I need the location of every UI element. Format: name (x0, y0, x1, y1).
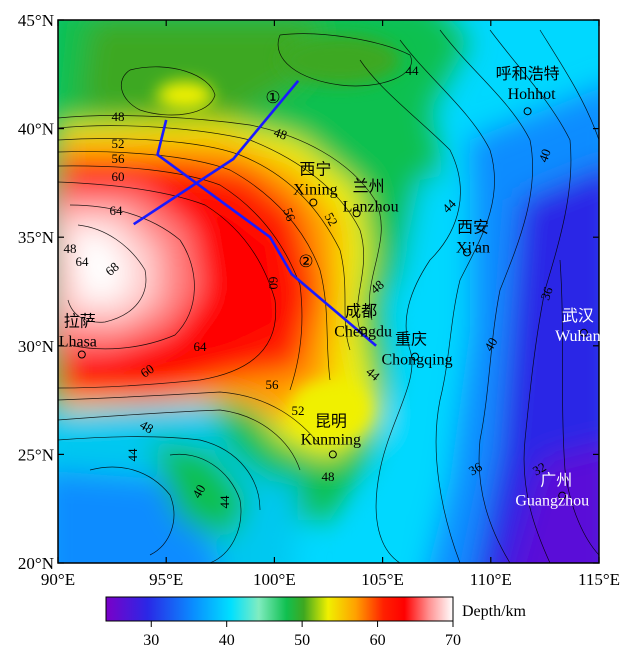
city-dot (558, 491, 567, 500)
city-name-cn: 西宁 (299, 159, 331, 178)
city-name-cn: 西安 (457, 217, 489, 236)
contour-label: 32 (530, 459, 549, 478)
contour-label: 60 (112, 169, 125, 184)
contour-label: 44 (125, 448, 140, 462)
city-name-en: Guangzhou (515, 493, 589, 510)
contour-label: 52 (112, 136, 125, 151)
contour-label: 36 (537, 284, 556, 302)
x-tick-label: 90°E (41, 570, 75, 589)
city-name-cn: 兰州 (353, 176, 385, 195)
city-name-cn: 重庆 (395, 330, 427, 349)
colorbar-tick-label: 30 (143, 632, 159, 649)
colorbar-tick-label: 70 (445, 632, 461, 649)
contour-label: 48 (112, 109, 125, 124)
contour-label: 40 (481, 335, 500, 354)
city-name-en: Chongqing (381, 352, 452, 369)
colorbar: 30 40 50 60 70 Depth/km (105, 596, 527, 649)
contour-label: 64 (194, 339, 208, 354)
depth-field (58, 20, 599, 563)
contour-label: 40 (535, 147, 554, 164)
x-tick-label: 105°E (361, 570, 404, 589)
city-name-en: Lhasa (59, 333, 97, 350)
profile-number: ② (298, 252, 313, 272)
contour-label: 44 (217, 495, 232, 509)
city-name-en: Kunming (301, 431, 361, 448)
y-tick-label: 40°N (18, 120, 54, 139)
colorbar-tick-label: 40 (219, 632, 235, 649)
contour-label: 44 (406, 63, 420, 78)
y-tick-label: 45°N (18, 11, 54, 30)
city-name-en: Chengdu (334, 324, 392, 341)
contour-label: 40 (189, 482, 208, 501)
city-name-en: Xining (293, 181, 337, 198)
contour-label: 64 (110, 203, 124, 218)
city-dot (77, 350, 86, 359)
city-dot (411, 352, 420, 361)
x-tick-label: 115°E (578, 570, 620, 589)
contour-label: 60 (266, 277, 281, 290)
city-name-cn: 呼和浩特 (496, 64, 560, 83)
x-tick-label: 110°E (470, 570, 512, 589)
city-dot (523, 107, 532, 116)
x-tick-label: 95°E (149, 570, 183, 589)
city-name-en: Xi'an (456, 239, 490, 256)
contour-label: 48 (137, 417, 156, 436)
city-name-en: Wuhan (555, 328, 601, 345)
field-blobs (58, 20, 599, 563)
y-tick-label: 30°N (18, 337, 54, 356)
map-frame (57, 19, 600, 564)
x-tick-label: 100°E (253, 570, 296, 589)
y-tick-label: 20°N (18, 554, 54, 573)
contour-label: 52 (322, 210, 341, 229)
city-dot (462, 248, 471, 257)
contour-label: 48 (322, 469, 335, 484)
contour-label: 56 (266, 377, 280, 392)
city-dot (328, 450, 337, 459)
colorbar-ticks: 30 40 50 60 70 (143, 621, 461, 649)
y-tick-label: 35°N (18, 228, 54, 247)
city-name-cn: 昆明 (315, 411, 347, 430)
contour-label: 52 (292, 403, 305, 418)
city-name-en: Hohhot (508, 86, 557, 103)
contour-label: 56 (280, 206, 299, 224)
axis-ticks (57, 19, 600, 564)
contour-lines (58, 29, 599, 563)
contour-label: 64 (76, 254, 90, 269)
profile-lines: ①② (132, 79, 377, 347)
city-dot (359, 326, 368, 335)
contour-label: 48 (64, 241, 77, 256)
city-markers: 西宁 Xining 兰州 Lanzhou 西安 Xi'an 呼和浩特 Hohhot 成都 Chen… (59, 64, 601, 509)
contour-label: 56 (112, 151, 126, 166)
city-dot (579, 328, 588, 337)
city-dot (309, 198, 318, 207)
city-dot (352, 209, 361, 218)
colorbar-tick-label: 60 (370, 632, 386, 649)
city-name-cn: 拉萨 (64, 311, 96, 330)
profile-number: ① (265, 88, 280, 108)
axis-labels: 90°E 95°E 100°E 105°E 110°E 115°E 20°N 25°N 30°N… (18, 11, 620, 589)
profile-line (156, 119, 377, 347)
colorbar-ramp (105, 596, 454, 622)
contour-label: 48 (272, 124, 289, 143)
colorbar-tick-label: 50 (294, 632, 310, 649)
city-name-cn: 成都 (345, 302, 377, 321)
profile-line (132, 79, 300, 226)
field-details (157, 35, 400, 440)
city-name-en: Lanzhou (343, 198, 399, 215)
colorbar-unit: Depth/km (462, 603, 527, 620)
y-tick-label: 25°N (18, 445, 54, 464)
city-name-cn: 广州 (540, 471, 572, 490)
city-name-cn: 武汉 (562, 306, 594, 325)
